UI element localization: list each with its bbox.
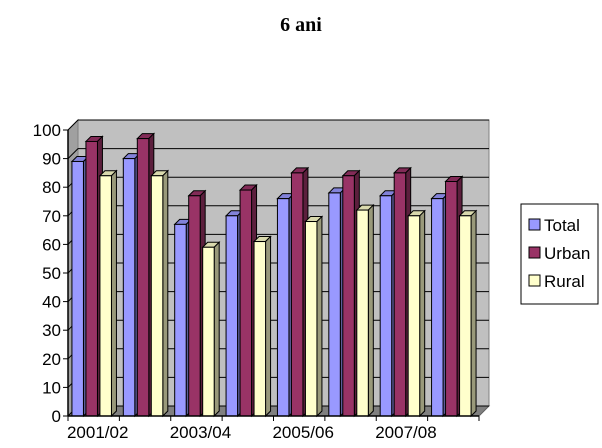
legend: Total Urban Rural — [520, 203, 599, 305]
bar-front — [122, 158, 136, 417]
bar-rural-2003/04 — [201, 241, 221, 418]
legend-swatch-rural — [528, 274, 541, 287]
y-tick-label-40: 40 — [42, 293, 61, 312]
bar-rural-2008/09 — [458, 209, 478, 418]
bar-front — [225, 215, 239, 417]
bar-side — [316, 215, 323, 418]
y-tick-label-20: 20 — [42, 350, 61, 369]
bar-side — [265, 235, 272, 418]
gridline-100 — [67, 119, 489, 131]
y-tick-label-30: 30 — [42, 321, 61, 340]
legend-swatch-total — [528, 218, 541, 231]
bar-side — [470, 209, 477, 418]
bar-front — [356, 209, 369, 417]
bar-rural-2001/02 — [98, 169, 118, 418]
bar-side — [110, 169, 117, 418]
bar-front — [459, 215, 472, 417]
x-tick-label-2003-04: 2003/04 — [170, 423, 231, 442]
bar-front — [431, 198, 444, 417]
bar-side — [419, 209, 426, 418]
y-tick-label-0: 0 — [52, 407, 61, 426]
bar-rural-2002/03 — [150, 169, 170, 418]
bar-front — [174, 223, 187, 417]
bar-front — [445, 180, 458, 417]
y-tick-label-50: 50 — [42, 264, 61, 283]
gridline-90 — [67, 148, 489, 159]
bar-front — [407, 215, 421, 417]
bars-layer — [70, 132, 478, 418]
bar-front — [99, 175, 112, 417]
legend-label-urban: Urban — [544, 244, 590, 263]
bar-front — [253, 241, 267, 417]
bar-front — [136, 138, 150, 417]
bar-front — [239, 189, 253, 417]
y-tick-label-80: 80 — [42, 178, 61, 197]
x-tick-label-2001-02: 2001/02 — [67, 423, 128, 442]
bar-front — [85, 140, 98, 417]
legend-label-total: Total — [544, 216, 580, 235]
bar-rural-2007/08 — [406, 209, 426, 418]
y-tick-label-90: 90 — [42, 150, 61, 169]
bar-front — [202, 246, 215, 417]
bar-side — [162, 169, 169, 418]
bar-front — [290, 172, 304, 417]
bar-front — [393, 172, 407, 417]
bar-front — [328, 192, 341, 417]
bar-rural-2005/06 — [304, 215, 324, 418]
x-tick-label-2005-06: 2005/06 — [272, 423, 333, 442]
bar-front — [188, 195, 201, 417]
x-tick-label-2007-08: 2007/08 — [375, 423, 436, 442]
bar-front — [379, 195, 393, 417]
legend-swatch-urban — [528, 246, 541, 259]
bar-side — [213, 241, 220, 418]
chart-title: 6 ani — [280, 14, 322, 36]
bar-rural-2004/05 — [252, 235, 272, 418]
legend-label-rural: Rural — [544, 272, 585, 291]
bar-rural-2006/07 — [355, 203, 375, 418]
y-tick-label-10: 10 — [42, 378, 61, 397]
y-tick-label-60: 60 — [42, 235, 61, 254]
y-tick-label-70: 70 — [42, 207, 61, 226]
bar-side — [367, 203, 374, 418]
bar-front — [276, 198, 290, 417]
y-tick-label-100: 100 — [33, 121, 61, 140]
bar-front — [342, 175, 355, 417]
bar-front — [71, 160, 84, 417]
bar-front — [150, 175, 164, 417]
bar-front — [304, 221, 318, 417]
